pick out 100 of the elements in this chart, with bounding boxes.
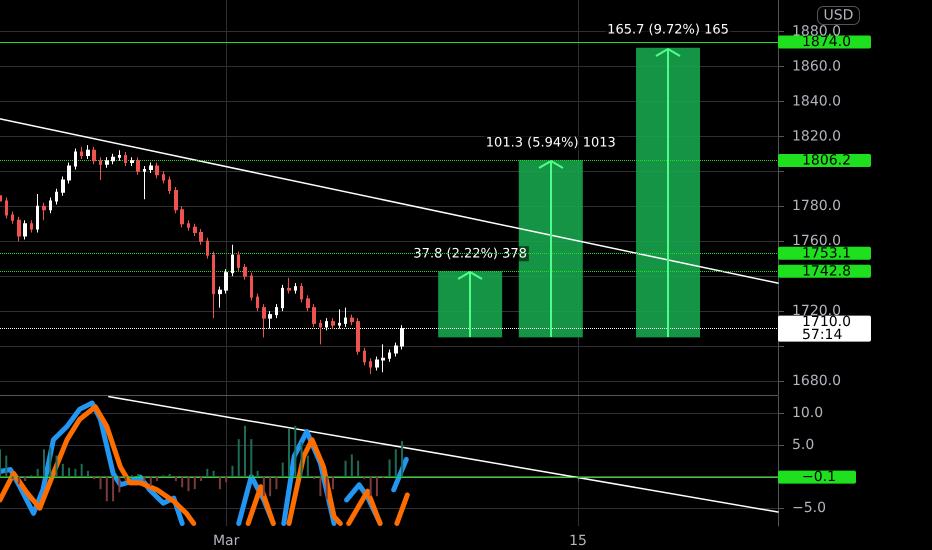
- ref-line-label: −0.1: [802, 469, 836, 486]
- bar: [250, 439, 252, 477]
- bar: [269, 476, 272, 496]
- candlestick: [212, 251, 215, 319]
- bar: [168, 474, 171, 477]
- bar: [238, 439, 240, 477]
- candlestick: [36, 194, 39, 233]
- candlestick: [5, 197, 8, 219]
- candlestick: [11, 210, 14, 224]
- bar: [282, 462, 284, 477]
- bar: [275, 476, 278, 490]
- bar: [124, 476, 127, 481]
- bar: [256, 470, 259, 477]
- candlestick: [17, 216, 21, 242]
- candlestick: [350, 314, 354, 326]
- bar: [294, 426, 296, 477]
- bar: [86, 470, 89, 477]
- bar: [376, 476, 378, 496]
- candlestick: [55, 188, 58, 205]
- candlestick: [256, 293, 259, 312]
- candlestick: [92, 146, 96, 165]
- y-tick-label: 1860.0: [792, 58, 841, 74]
- bar: [388, 459, 391, 477]
- bar: [100, 476, 102, 490]
- y-tick-label: −5.0: [792, 500, 826, 516]
- bar: [300, 442, 303, 477]
- candlestick: [394, 342, 398, 358]
- bar: [118, 476, 120, 492]
- bar: [42, 449, 45, 477]
- data-label: 165.7 (9.72%) 165: [607, 22, 729, 38]
- candlestick: [250, 272, 253, 302]
- candlestick: [281, 284, 284, 312]
- candlestick: [187, 220, 190, 232]
- candlestick: [130, 156, 134, 167]
- bar: [36, 468, 39, 477]
- candlestick: [86, 144, 90, 160]
- candlestick: [111, 153, 115, 165]
- bar: [12, 476, 14, 480]
- candlestick: [143, 166, 146, 200]
- candlestick: [231, 244, 234, 277]
- candlestick: [218, 286, 222, 308]
- candlestick: [381, 344, 385, 373]
- candlestick: [155, 162, 159, 179]
- candlestick: [174, 186, 178, 214]
- bar: [319, 476, 322, 496]
- candlestick: [124, 152, 127, 167]
- candlestick: [344, 307, 347, 328]
- y-tick-label: 5.0: [792, 436, 814, 453]
- candlestick: [356, 318, 360, 356]
- bar: [144, 476, 146, 481]
- ref-line-label: 1753.1: [802, 245, 851, 262]
- bar: [313, 476, 316, 480]
- candlestick: [180, 206, 184, 228]
- candlestick: [193, 223, 197, 236]
- candlestick: [388, 349, 391, 362]
- bar: [150, 476, 152, 486]
- bar: [18, 476, 20, 484]
- candlestick: [312, 304, 316, 328]
- bar: [74, 468, 76, 477]
- candlestick: [199, 228, 203, 246]
- bar: [24, 476, 26, 481]
- x-tick-label: 15: [569, 533, 587, 549]
- bar: [350, 454, 353, 477]
- candlestick: [300, 282, 303, 303]
- candlestick: [162, 170, 165, 184]
- bar: [394, 449, 397, 477]
- bar: [231, 466, 234, 477]
- y-tick-label: 1840.0: [792, 93, 841, 110]
- bar: [137, 474, 140, 477]
- bar: [206, 468, 208, 477]
- candlestick: [262, 304, 266, 338]
- bar: [5, 456, 8, 477]
- candlestick: [42, 202, 46, 221]
- candlestick: [61, 176, 65, 196]
- candlestick: [118, 150, 121, 162]
- bar: [62, 464, 64, 477]
- candlestick: [294, 282, 297, 294]
- candlestick: [237, 251, 240, 272]
- bar: [357, 460, 360, 477]
- bar: [218, 476, 221, 490]
- candlestick: [30, 220, 33, 233]
- bar: [181, 476, 184, 488]
- candlestick: [275, 304, 278, 319]
- y-axis-title: USD: [824, 8, 854, 24]
- bar: [262, 476, 265, 496]
- bar: [344, 460, 347, 477]
- y-tick-label: 1820.0: [792, 128, 841, 144]
- candlestick: [23, 220, 27, 240]
- y-tick-label: 1680.0: [792, 373, 841, 390]
- candlestick: [206, 237, 209, 260]
- bar: [212, 470, 215, 477]
- bar: [174, 476, 177, 481]
- candlestick: [74, 148, 77, 170]
- bar: [80, 464, 83, 477]
- candlestick: [149, 162, 153, 174]
- ref-line-label: 1742.8: [802, 263, 851, 280]
- bar: [187, 476, 190, 492]
- bar: [49, 447, 52, 477]
- ref-line-label: 1806.2: [802, 152, 851, 168]
- candlestick: [67, 162, 71, 184]
